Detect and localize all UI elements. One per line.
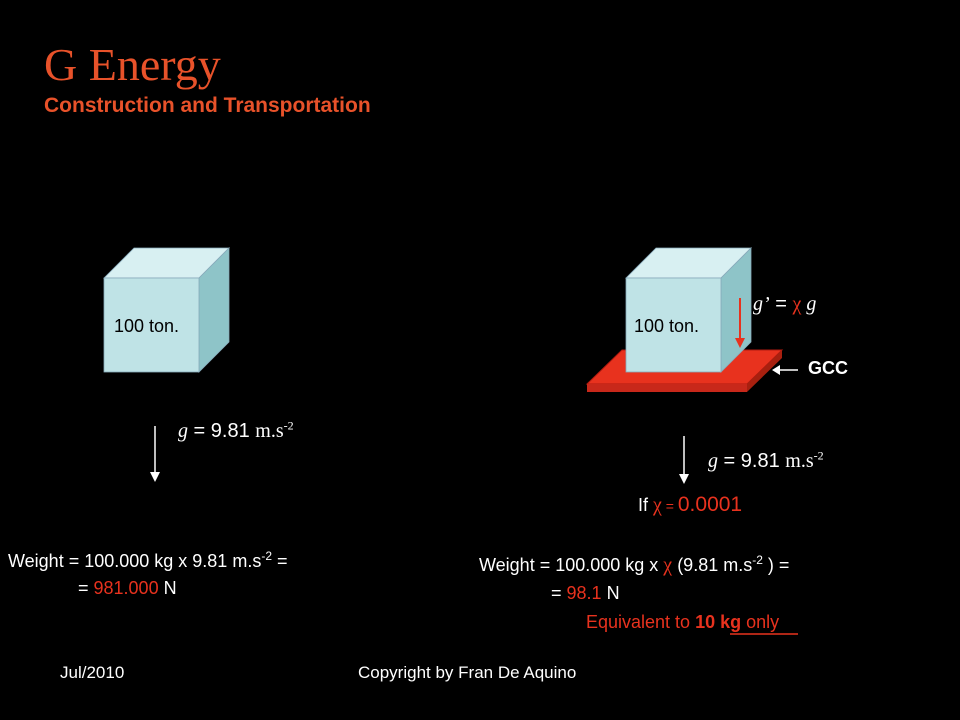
left-weight-line2: = 981.000 N	[78, 578, 177, 598]
gcc-pointer-arrow	[772, 365, 798, 375]
right-cube-front	[625, 277, 722, 373]
gprime-arrow	[735, 298, 745, 348]
chi-condition: If χ = 0.0001	[638, 493, 743, 516]
left-cube-label: 100 ton.	[114, 316, 180, 336]
right-cube	[625, 247, 752, 373]
equivalent-note: Equivalent to 10 kg only	[586, 612, 780, 632]
left-weight-line1: Weight = 100.000 kg x 9.81 m.s-2 =	[8, 549, 288, 571]
gcc-label: GCC	[808, 358, 848, 378]
page-title: G Energy	[44, 39, 221, 90]
left-cube	[103, 247, 230, 373]
left-gravity-arrow	[150, 426, 160, 482]
page-subtitle: Construction and Transportation	[44, 94, 371, 117]
right-gravity-label: g = 9.81 m.s-2	[708, 448, 824, 472]
footer-copyright: Copyright by Fran De Aquino	[358, 663, 577, 682]
left-gravity-label: g = 9.81 m.s-2	[178, 418, 294, 442]
right-weight-line2: = 98.1 N	[551, 583, 620, 603]
right-weight-line1: Weight = 100.000 kg x χ (9.81 m.s-2 ) =	[479, 553, 790, 576]
right-gravity-arrow	[679, 436, 689, 484]
right-cube-label: 100 ton.	[634, 316, 700, 336]
footer-date: Jul/2010	[60, 663, 125, 682]
left-cube-front	[103, 277, 200, 373]
gprime-label: g’ = χ g	[753, 293, 817, 315]
